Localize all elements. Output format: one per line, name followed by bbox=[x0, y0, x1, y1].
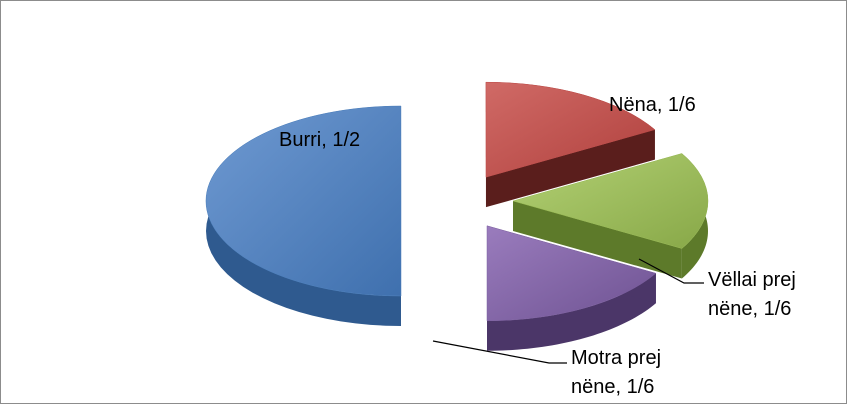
data-label-motra-prej-nene: Motra prej nëne, 1/6 bbox=[571, 347, 661, 398]
data-label-burri: Burri, 1/2 bbox=[279, 129, 360, 151]
data-label-vellai-prej-nene: Vëllai prej nëne, 1/6 bbox=[708, 269, 796, 320]
data-label-nena: Nëna, 1/6 bbox=[609, 94, 696, 116]
